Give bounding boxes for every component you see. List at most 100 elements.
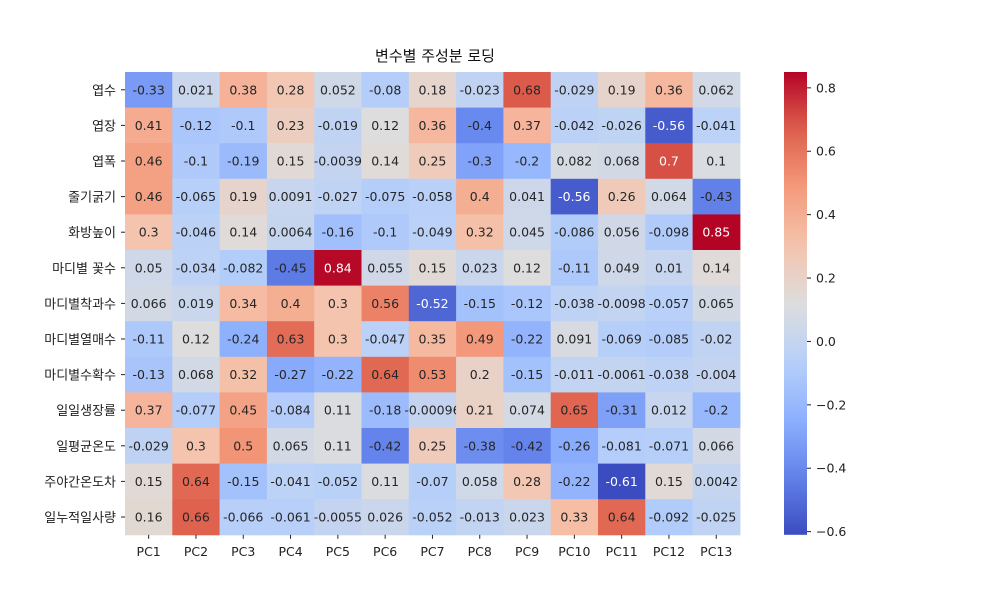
heatmap-cell (172, 143, 221, 180)
column-label: PC12 (653, 544, 685, 559)
cell-label: 0.3 (328, 296, 348, 311)
heatmap-cell (598, 321, 646, 358)
heatmap-cell (266, 285, 315, 322)
cell-label: 0.012 (651, 403, 687, 418)
cell-label: 0.05 (135, 260, 163, 275)
cell-label: -0.098 (649, 225, 689, 240)
cell-label: 0.15 (135, 474, 163, 489)
cell-label: 0.3 (139, 225, 159, 240)
cell-label: -0.034 (176, 260, 216, 275)
cell-label: 0.068 (604, 154, 640, 169)
cell-label: 0.056 (604, 225, 640, 240)
cell-label: -0.24 (227, 332, 259, 347)
cell-label: -0.058 (412, 189, 452, 204)
cell-label: 0.66 (182, 510, 210, 525)
heatmap-cell (645, 499, 694, 536)
column-label: PC9 (515, 544, 539, 559)
cell-label: 0.12 (182, 332, 210, 347)
heatmap-cell (692, 143, 741, 180)
cell-label: 0.3 (328, 332, 348, 347)
heatmap-cell (408, 499, 457, 536)
cell-label: -0.56 (558, 189, 590, 204)
heatmap-cell (598, 392, 646, 429)
heatmap-cell (645, 463, 694, 500)
heatmap-cell (598, 214, 646, 251)
heatmap-cell (692, 463, 741, 500)
cell-label: -0.065 (176, 189, 216, 204)
heatmap-cell (550, 178, 599, 215)
colorbar-tick-label: −0.2 (816, 397, 846, 412)
heatmap-cell (456, 463, 504, 500)
heatmap-cell (172, 321, 221, 358)
heatmap-cell (598, 72, 646, 109)
heatmap-cell (408, 72, 457, 109)
heatmap-cell (125, 285, 173, 322)
heatmap-cell (645, 214, 694, 251)
cell-label: 0.19 (229, 189, 257, 204)
heatmap-cell (125, 178, 173, 215)
row-label: 마디별착과수 (44, 297, 116, 312)
cell-label: 0.12 (371, 118, 399, 133)
heatmap-cell (456, 214, 504, 251)
cell-label: -0.029 (129, 438, 169, 453)
cell-label: -0.3 (468, 154, 492, 169)
cell-label: 0.052 (320, 82, 356, 97)
heatmap-cell (408, 107, 457, 144)
heatmap-cell (361, 143, 410, 180)
heatmap-cell (361, 285, 410, 322)
cell-label: -0.023 (460, 82, 500, 97)
cell-label: 0.14 (371, 154, 399, 169)
cell-label: 0.1 (706, 154, 726, 169)
heatmap-cell (219, 428, 268, 465)
heatmap-cell (503, 107, 552, 144)
colorbar-tick-label: −0.6 (816, 524, 846, 539)
heatmap-cell (219, 463, 268, 500)
heatmap-cell (692, 392, 741, 429)
cell-label: -0.026 (602, 118, 642, 133)
heatmap-cell (598, 250, 646, 287)
cell-label: 0.34 (229, 296, 257, 311)
heatmap-cell (314, 392, 362, 429)
heatmap-cell (645, 392, 694, 429)
cell-label: -0.027 (318, 189, 358, 204)
heatmap-cell (598, 356, 646, 393)
row-label: 일일생장률 (56, 404, 116, 419)
heatmap-cell (503, 72, 552, 109)
heatmap-cell (219, 321, 268, 358)
cell-label: 0.0064 (269, 225, 313, 240)
cell-label: -0.15 (464, 296, 496, 311)
heatmap-cell (645, 428, 694, 465)
heatmap-cell (219, 285, 268, 322)
heatmap-cells: -0.33 0.021 0.38 0.28 0.052 -0.08 0.18 -0.023 0.… (125, 72, 741, 536)
cell-label: -0.12 (511, 296, 543, 311)
heatmap-cell (503, 499, 552, 536)
cell-label: -0.092 (649, 510, 689, 525)
heatmap-cell (266, 499, 315, 536)
cell-label: 0.12 (513, 260, 541, 275)
heatmap-cell (550, 321, 599, 358)
cell-label: -0.0039 (314, 154, 362, 169)
heatmap-cell (456, 107, 504, 144)
heatmap-cell (125, 463, 173, 500)
cell-label: -0.069 (602, 332, 642, 347)
heatmap-cell (408, 392, 457, 429)
cell-label: -0.4 (468, 118, 492, 133)
cell-label: 0.28 (513, 474, 541, 489)
heatmap-cell (645, 178, 694, 215)
heatmap-cell (266, 321, 315, 358)
cell-label: 0.64 (182, 474, 210, 489)
heatmap-cell (172, 428, 221, 465)
cell-label: 0.84 (324, 260, 352, 275)
heatmap-cell (645, 321, 694, 358)
heatmap-cell (266, 463, 315, 500)
cell-label: 0.066 (698, 438, 734, 453)
heatmap-cell (361, 178, 410, 215)
cell-label: 0.15 (655, 474, 683, 489)
heatmap-cell (550, 499, 599, 536)
heatmap-cell (314, 250, 362, 287)
cell-label: -0.0061 (598, 367, 646, 382)
heatmap-cell (598, 107, 646, 144)
heatmap-cell (172, 285, 221, 322)
cell-label: -0.046 (176, 225, 216, 240)
